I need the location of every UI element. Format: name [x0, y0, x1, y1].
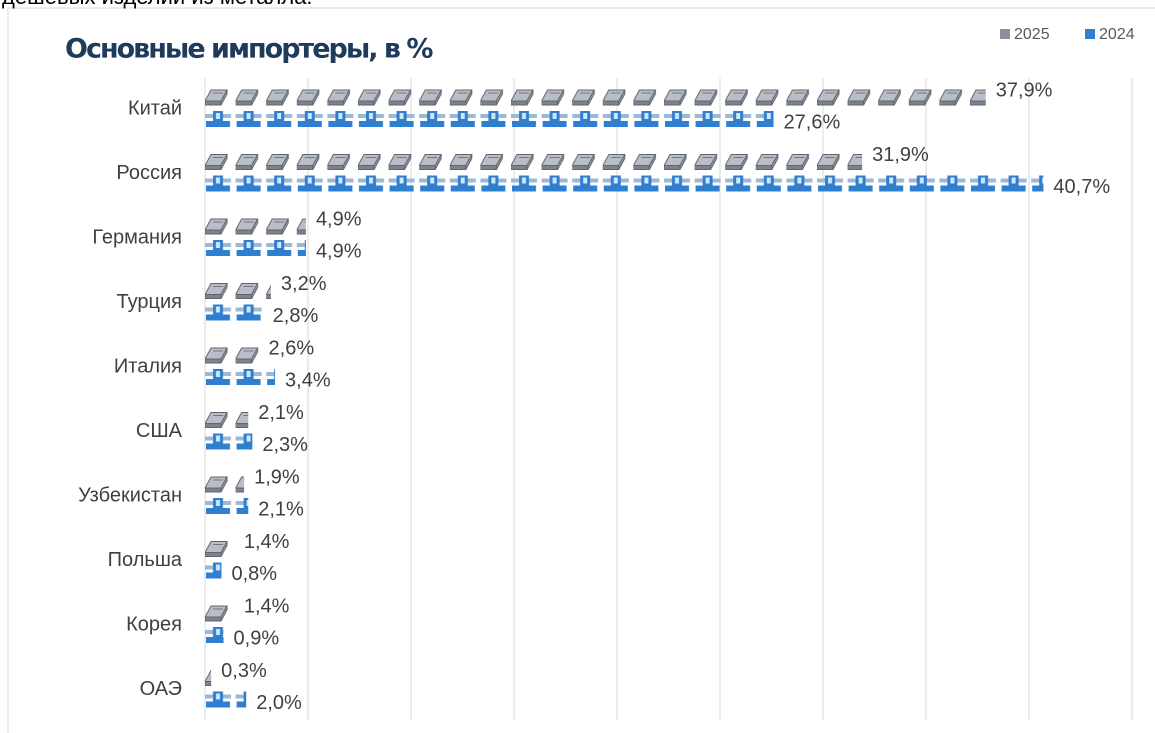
pictograph-bar [205, 303, 263, 324]
data-label: 4,9% [316, 240, 362, 262]
pictograph-bar [205, 604, 234, 624]
pictograph-bar [205, 410, 249, 431]
pictograph-bar [205, 346, 259, 366]
pictograph-bar [205, 281, 271, 302]
y-tick-label: Польша [108, 549, 183, 571]
y-tick-label: Узбекистан [78, 484, 182, 506]
y-tick-label: Китай [128, 97, 182, 119]
y-tick-label: Германия [92, 226, 182, 248]
data-label: 3,4% [285, 369, 331, 391]
chart-title: Основные импортеры, в % [65, 34, 433, 65]
data-label: 1,9% [254, 466, 300, 488]
legend-swatch [1000, 29, 1010, 39]
y-tick-label: Италия [114, 355, 182, 377]
pictograph-bar [205, 668, 212, 689]
pictograph-bar [205, 475, 245, 495]
page-text: дешевых изделий из металла. [2, 0, 313, 9]
pictograph-bar [205, 239, 306, 259]
y-tick-label: ОАЭ [140, 678, 182, 700]
data-label: 0,3% [221, 660, 267, 682]
pictograph-bar [205, 217, 306, 237]
data-label: 40,7% [1053, 176, 1110, 198]
pictograph-bar [205, 561, 222, 582]
legend-label: 2025 [1014, 26, 1050, 43]
data-label: 2,6% [269, 337, 315, 359]
y-tick-label: Корея [126, 613, 182, 635]
data-label: 37,9% [996, 79, 1053, 101]
pictograph-bar [205, 152, 863, 173]
data-label: 4,9% [316, 208, 362, 230]
y-tick-label: США [136, 420, 183, 442]
pictograph-bar [205, 368, 276, 388]
data-label: 3,2% [281, 273, 327, 295]
legend-swatch [1085, 29, 1095, 39]
data-label: 1,4% [244, 531, 290, 553]
y-tick-label: Россия [116, 162, 182, 184]
y-tick-label: Турция [117, 291, 182, 313]
data-label: 27,6% [784, 111, 841, 133]
pictograph-bar [205, 432, 253, 453]
pictograph-bar [205, 539, 234, 560]
pictograph-bar [205, 690, 247, 711]
data-label: 2,1% [258, 402, 304, 424]
data-label: 2,8% [273, 305, 319, 327]
data-label: 0,8% [231, 563, 277, 585]
pictograph-bar [205, 110, 774, 130]
data-label: 2,1% [258, 498, 304, 520]
pictograph-bar [205, 174, 1044, 195]
pictograph-bar [205, 626, 224, 646]
pictograph-bar [205, 88, 986, 108]
data-label: 31,9% [872, 144, 929, 166]
data-label: 2,3% [262, 434, 308, 456]
data-label: 0,9% [234, 627, 280, 649]
legend-label: 2024 [1099, 26, 1135, 43]
data-label: 1,4% [244, 595, 290, 617]
data-label: 2,0% [256, 692, 302, 714]
pictograph-bar [205, 497, 249, 517]
